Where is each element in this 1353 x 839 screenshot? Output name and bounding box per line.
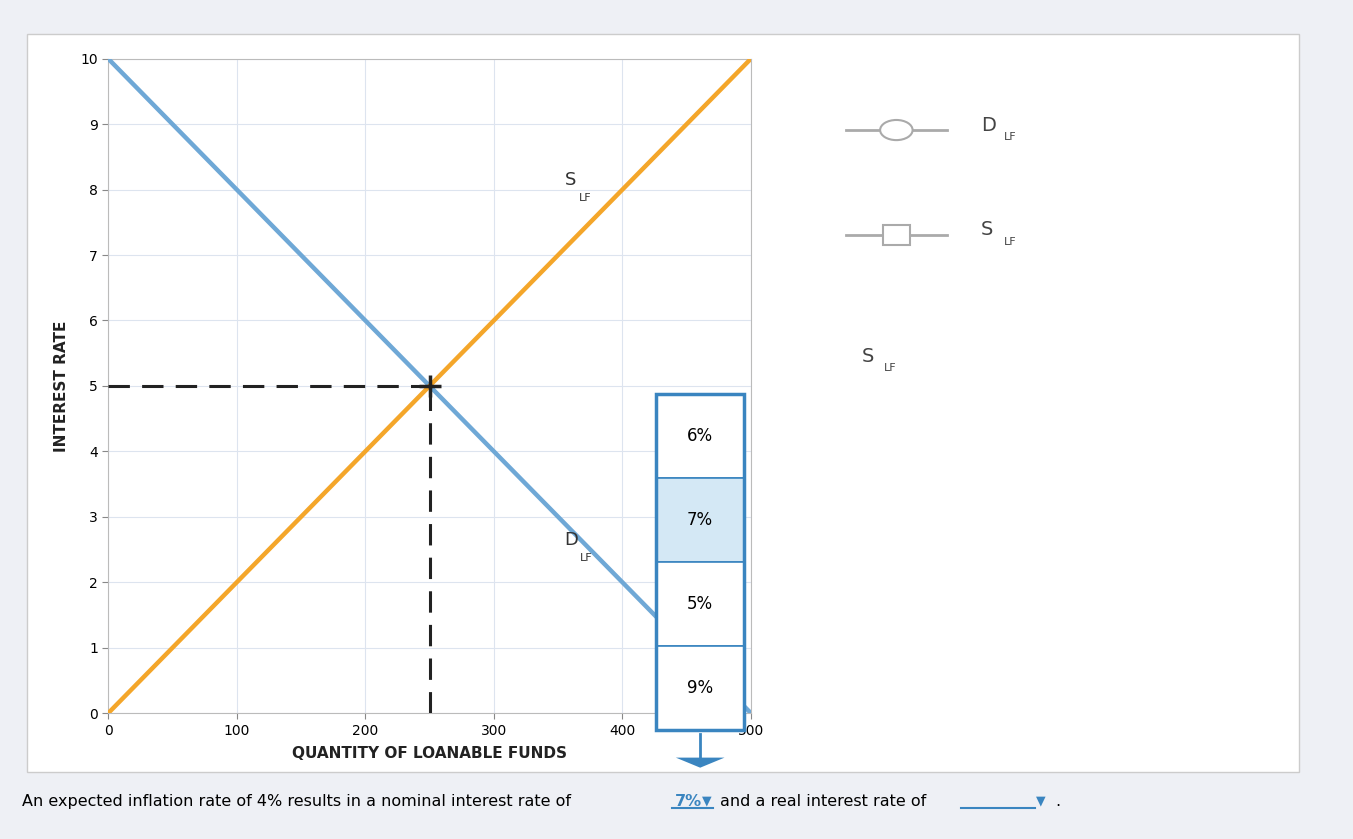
Text: ▼: ▼	[702, 795, 712, 808]
Text: and a real interest rate of: and a real interest rate of	[720, 794, 925, 809]
Text: LF: LF	[580, 553, 593, 563]
Text: LF: LF	[884, 363, 896, 373]
Text: ▼: ▼	[1036, 795, 1046, 808]
Text: S: S	[981, 221, 993, 239]
Text: 7%: 7%	[675, 794, 702, 809]
Text: LF: LF	[579, 193, 591, 203]
Text: LF: LF	[1004, 237, 1016, 247]
Text: S: S	[862, 347, 874, 366]
Text: .: .	[1055, 794, 1061, 809]
Text: LF: LF	[1004, 132, 1016, 142]
X-axis label: QUANTITY OF LOANABLE FUNDS: QUANTITY OF LOANABLE FUNDS	[292, 746, 567, 761]
Text: D: D	[981, 116, 996, 134]
Text: 7%: 7%	[687, 511, 713, 529]
Y-axis label: INTEREST RATE: INTEREST RATE	[54, 320, 69, 451]
Text: 6%: 6%	[687, 427, 713, 446]
Text: 5%: 5%	[687, 595, 713, 613]
Text: An expected inflation rate of 4% results in a nominal interest rate of: An expected inflation rate of 4% results…	[22, 794, 571, 809]
Text: S: S	[564, 171, 576, 189]
Text: D: D	[564, 531, 579, 549]
Text: 9%: 9%	[687, 679, 713, 697]
